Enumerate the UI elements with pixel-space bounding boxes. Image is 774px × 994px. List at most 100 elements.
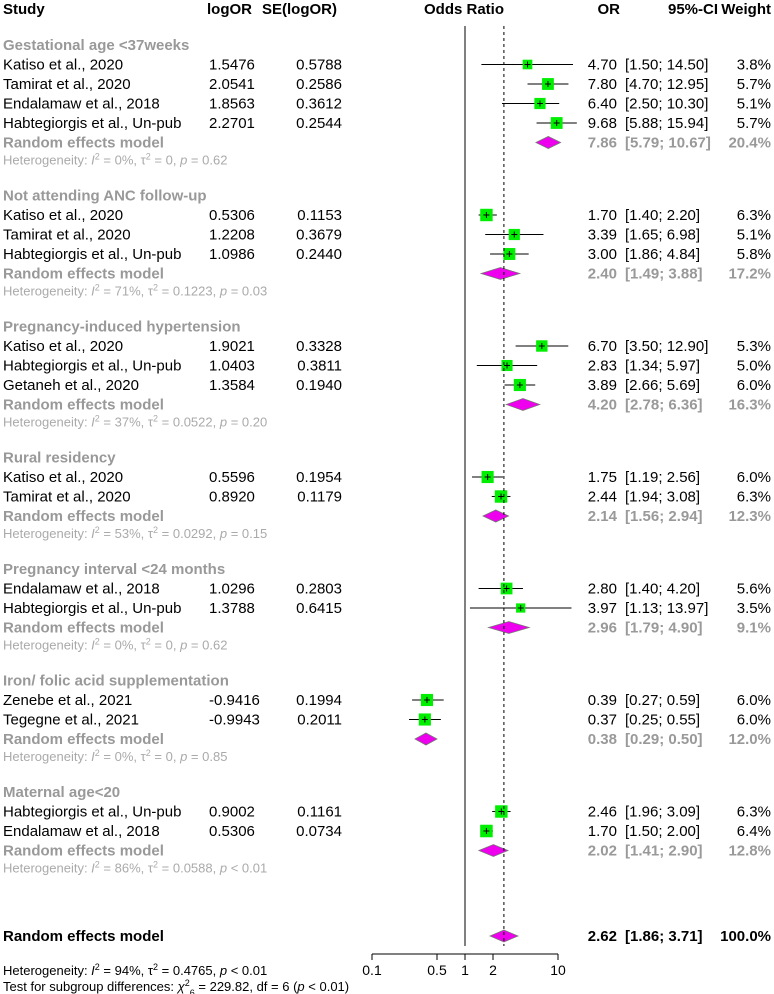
plot-layer: Gestational age <37weeks Katiso et al., 2… (3, 26, 771, 994)
study-logor: 1.8563 (209, 96, 255, 113)
study-se: 0.1153 (297, 207, 342, 224)
subgroup-pooled-or: 2.02 (588, 843, 617, 860)
study-name: Katiso et al., 2020 (3, 207, 123, 224)
study-weight: 3.8% (737, 57, 771, 74)
study-logor: 1.3788 (209, 600, 255, 617)
overall-ci: [1.86; 3.71] (625, 928, 703, 945)
subgroup-pooled-or: 2.14 (588, 508, 618, 525)
subgroup-pooled-weight: 9.1% (737, 620, 771, 637)
subgroup-title: Maternal age<20 (3, 784, 120, 801)
study-se: 0.3679 (296, 227, 342, 244)
study-se: 0.2803 (296, 581, 342, 598)
study-weight: 6.3% (737, 207, 771, 224)
study-logor: 0.5306 (209, 823, 255, 840)
study-or: 3.89 (588, 377, 617, 394)
subgroup-title: Pregnancy interval <24 months (3, 561, 225, 578)
study-or: 2.44 (588, 489, 617, 506)
study-name: Habtegiorgis et al., Un-pub (3, 115, 181, 132)
study-name: Zenebe et al., 2021 (3, 692, 132, 709)
study-name: Endalamaw et al., 2018 (3, 581, 160, 598)
subgroup-pooled-ci: [1.41; 2.90] (625, 843, 703, 860)
subgroup-title: Gestational age <37weeks (3, 37, 189, 54)
subgroup-pooled-label: Random effects model (3, 397, 164, 414)
subgroup-heterogeneity: Heterogeneity: I2 = 37%, τ2 = 0.0522, p … (3, 414, 267, 430)
overall-diamond (489, 929, 519, 943)
study-name: Habtegiorgis et al., Un-pub (3, 804, 181, 821)
header-ci: 95%-CI (668, 1, 718, 18)
study-weight: 5.7% (737, 115, 771, 132)
study-weight: 5.7% (737, 76, 771, 93)
header-weight: Weight (721, 1, 771, 18)
overall-weight: 100.0% (720, 928, 771, 945)
subgroup-heterogeneity: Heterogeneity: I2 = 0%, τ2 = 0, p = 0.62 (3, 152, 227, 168)
x-tick-label: 1 (461, 962, 469, 978)
study-ci: [1.86; 4.84] (625, 246, 700, 263)
subgroup-pooled-weight: 16.3% (728, 397, 771, 414)
study-se: 0.2440 (296, 246, 342, 263)
subgroup-diamond (482, 509, 510, 523)
study-or: 3.97 (588, 600, 617, 617)
study-weight: 6.3% (737, 489, 771, 506)
study-name: Endalamaw et al., 2018 (3, 823, 160, 840)
header-study: Study (3, 1, 45, 18)
subgroup-pooled-ci: [1.56; 2.94] (625, 508, 703, 525)
study-logor: 2.0541 (209, 76, 255, 93)
study-name: Katiso et al., 2020 (3, 469, 123, 486)
study-weight: 5.6% (737, 581, 771, 598)
subgroup-heterogeneity: Heterogeneity: I2 = 86%, τ2 = 0.0588, p … (3, 860, 267, 876)
study-weight: 5.1% (737, 96, 771, 113)
study-weight: 6.0% (737, 377, 771, 394)
subgroup-diamond (505, 398, 541, 411)
study-logor: 0.8920 (209, 489, 255, 506)
subgroup-pooled-label: Random effects model (3, 620, 164, 637)
subgroup-pooled-label: Random effects model (3, 508, 164, 525)
study-ci: [1.34; 5.97] (625, 358, 700, 375)
study-se: 0.1994 (296, 692, 342, 709)
study-name: Tamirat et al., 2020 (3, 489, 131, 506)
study-weight: 6.0% (737, 712, 771, 729)
study-or: 6.70 (588, 338, 617, 355)
study-ci: [4.70; 12.95] (625, 76, 708, 93)
study-ci: [1.40; 4.20] (625, 581, 700, 598)
study-se: 0.6415 (296, 600, 342, 617)
subgroup-heterogeneity: Heterogeneity: I2 = 71%, τ2 = 0.1223, p … (3, 283, 267, 299)
subgroup-pooled-label: Random effects model (3, 731, 164, 748)
study-logor: 1.3584 (209, 377, 255, 394)
study-logor: 0.5596 (209, 469, 255, 486)
study-ci: [1.50; 14.50] (625, 57, 708, 74)
x-tick-label: 0.1 (362, 962, 382, 978)
subgroup-heterogeneity: Heterogeneity: I2 = 0%, τ2 = 0, p = 0.85 (3, 748, 227, 764)
study-ci: [1.65; 6.98] (625, 227, 700, 244)
study-weight: 5.8% (737, 246, 771, 263)
study-ci: [1.96; 3.09] (625, 804, 700, 821)
study-or: 7.80 (588, 76, 617, 93)
study-se: 0.1954 (296, 469, 342, 486)
study-or: 3.39 (588, 227, 617, 244)
subgroup-pooled-label: Random effects model (3, 843, 164, 860)
subgroup-title: Pregnancy-induced hypertension (3, 319, 241, 336)
study-name: Katiso et al., 2020 (3, 57, 123, 74)
subgroup-pooled-or: 7.86 (588, 135, 617, 152)
study-logor: 2.2701 (209, 115, 255, 132)
study-ci: [2.50; 10.30] (625, 96, 708, 113)
subgroup-pooled-label: Random effects model (3, 266, 164, 283)
study-se: 0.2586 (296, 76, 342, 93)
subgroup-title: Not attending ANC follow-up (3, 188, 207, 205)
study-name: Tamirat et al., 2020 (3, 76, 131, 93)
subgroup-pooled-or: 2.40 (588, 266, 617, 283)
study-logor: 1.0403 (209, 358, 255, 375)
study-logor: 1.5476 (209, 57, 255, 74)
x-tick-label: 10 (550, 962, 566, 978)
subgroup-pooled-weight: 17.2% (728, 266, 771, 283)
study-or: 3.00 (588, 246, 617, 263)
subgroup-heterogeneity: Heterogeneity: I2 = 53%, τ2 = 0.0292, p … (3, 525, 267, 541)
subgroup-pooled-ci: [1.79; 4.90] (625, 620, 703, 637)
study-ci: [0.27; 0.59] (625, 692, 700, 709)
study-name: Habtegiorgis et al., Un-pub (3, 600, 181, 617)
study-logor: -0.9943 (209, 712, 260, 729)
study-or: 0.37 (588, 712, 617, 729)
subgroup-pooled-weight: 20.4% (728, 135, 771, 152)
subgroup-pooled-ci: [5.79; 10.67] (625, 135, 711, 152)
study-ci: [1.40; 2.20] (625, 207, 700, 224)
